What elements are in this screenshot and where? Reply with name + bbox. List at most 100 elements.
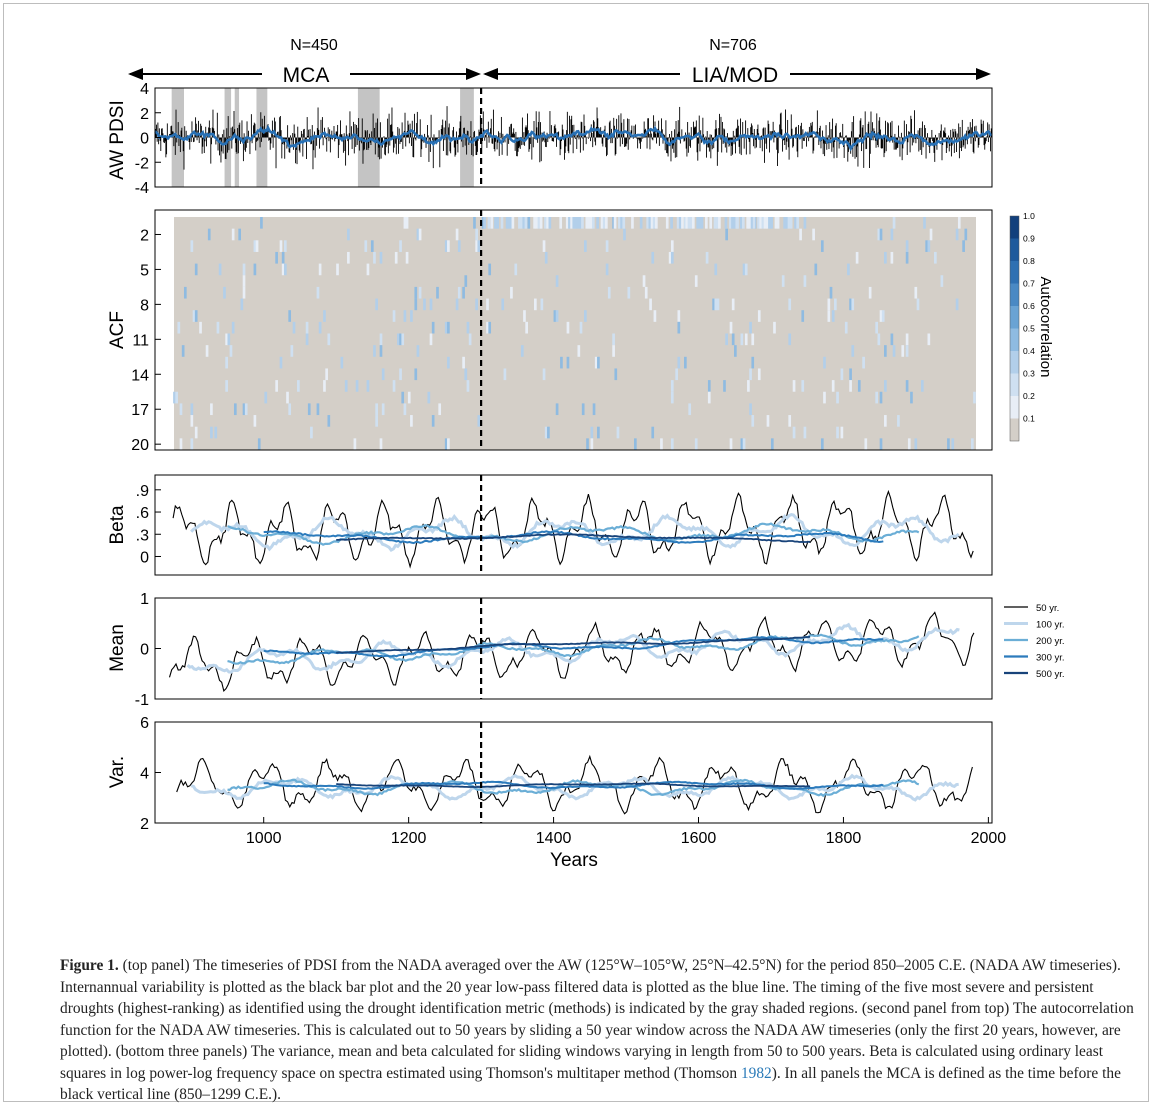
acf-cell (281, 263, 285, 276)
acf-cell (231, 228, 235, 241)
acf-cell (605, 217, 608, 229)
acf-cell (834, 298, 837, 311)
acf-cell (879, 310, 883, 322)
acf-cell (555, 310, 559, 322)
acf-cell (955, 298, 959, 311)
acf-cell (175, 391, 178, 404)
acf-cell (731, 298, 735, 311)
acf-cell (812, 228, 815, 241)
years-x-tick-label: 1400 (536, 830, 572, 847)
acf-cell (788, 415, 792, 427)
acf-cell (496, 217, 499, 229)
pdsi-y-tick-label: 2 (140, 106, 149, 123)
acf-cell (713, 217, 717, 229)
acf-cell (857, 380, 861, 392)
acf-cell (375, 415, 378, 427)
acf-cell (405, 217, 409, 229)
acf-cell (194, 263, 198, 276)
colorbar-label: Autocorrelation (1037, 277, 1054, 378)
acf-cell (591, 217, 595, 229)
acf-cell (327, 415, 331, 427)
acf-cell (768, 217, 771, 229)
acf-cell (735, 217, 739, 229)
acf-cell (729, 438, 733, 450)
acf-cell (464, 368, 468, 381)
acf-cell (570, 217, 573, 229)
acf-cell (510, 286, 513, 299)
variance-500yr-line (336, 782, 811, 789)
acf-cell (316, 403, 320, 416)
beta-axes-box (154, 474, 993, 576)
acf-cell (788, 333, 792, 346)
acf-cell (740, 438, 744, 450)
acf-cell (741, 217, 745, 229)
acf-cell (429, 298, 433, 311)
colorbar-swatch (1010, 238, 1019, 261)
variance-y-tick-label: 2 (140, 816, 149, 833)
acf-cell (670, 217, 673, 229)
acf-cell (534, 298, 537, 311)
acf-cell (397, 333, 400, 346)
acf-cell (183, 286, 187, 299)
acf-cell (644, 286, 648, 299)
acf-cell (429, 333, 433, 346)
acf-cell (670, 380, 674, 392)
acf-cell (875, 391, 879, 404)
lia-count-label: N=706 (709, 37, 757, 54)
acf-cell (288, 310, 292, 322)
acf-cell (670, 438, 674, 450)
acf-cell (934, 251, 937, 264)
acf-cell (749, 368, 752, 381)
window-length-legend: 50 yr. 100 yr. 200 yr. 300 yr. 500 yr. (1004, 603, 1065, 680)
colorbar-tick-label: 0.8 (1023, 256, 1035, 266)
acf-cell (318, 321, 322, 334)
caption-text: (top panel) The timeseries of PDSI from … (60, 957, 1134, 1082)
acf-cell (879, 391, 883, 404)
pdsi-y-tick-label: -2 (135, 155, 149, 172)
acf-cell (855, 251, 859, 264)
acf-cell (218, 263, 222, 276)
acf-cell (729, 321, 733, 334)
acf-cell (307, 403, 311, 416)
acf-cell (255, 240, 259, 252)
acf-cell (544, 426, 548, 439)
mean-panel: 1 0 -1 Mean 50 yr. 100 yr. 200 yr. 300 yr. 500… (107, 591, 1065, 709)
acf-cell (490, 217, 494, 229)
mca-count-label: N=450 (290, 37, 338, 54)
colorbar-swatch (1010, 351, 1019, 374)
caption-citation-link[interactable]: 1982 (740, 1064, 772, 1082)
acf-cell (574, 217, 578, 229)
acf-cell (748, 217, 752, 229)
acf-cell (733, 217, 736, 229)
acf-cell (475, 298, 478, 311)
acf-cell (579, 321, 583, 334)
colorbar-swatch (1010, 261, 1019, 284)
acf-cell (642, 275, 646, 287)
acf-cell (688, 403, 692, 416)
variance-200yr-line (227, 778, 920, 798)
acf-cell (620, 217, 623, 229)
acf-cell (705, 217, 708, 229)
acf-cell (792, 380, 796, 392)
acf-cell (447, 240, 450, 252)
acf-cell (920, 380, 924, 392)
variance-y-tick-label: 4 (140, 766, 149, 783)
acf-cell (648, 217, 652, 229)
acf-cell (518, 217, 521, 229)
acf-cell (877, 333, 881, 346)
colorbar-tick-label: 0.6 (1023, 301, 1035, 311)
acf-cell (660, 438, 663, 450)
acf-cell (379, 333, 383, 346)
acf-cell (650, 217, 654, 229)
acf-cell (746, 217, 750, 229)
acf-y-tick-label: 11 (132, 332, 149, 349)
acf-cell (890, 333, 894, 346)
acf-cell (927, 333, 931, 346)
acf-cell (765, 217, 769, 229)
acf-cell (547, 426, 550, 439)
acf-cell (627, 286, 631, 299)
acf-cell (487, 217, 491, 229)
acf-cell (568, 217, 571, 229)
acf-cell (462, 286, 465, 299)
beta-y-tick-label: .3 (136, 527, 149, 544)
